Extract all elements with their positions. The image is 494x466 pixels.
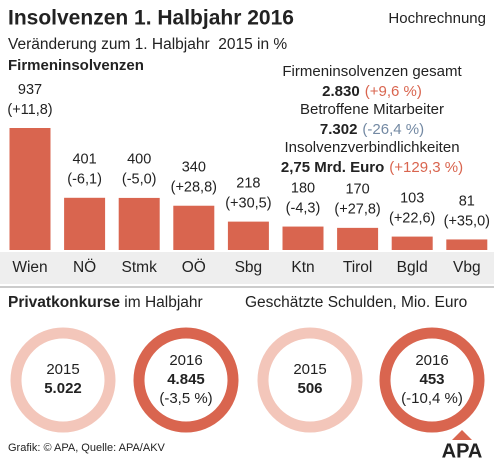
bar — [173, 205, 215, 250]
logo: APA — [442, 440, 483, 462]
value-label: 401 — [72, 152, 96, 168]
bar — [118, 197, 160, 250]
bar — [446, 239, 488, 250]
summary-value-line: 2.830 (+9,6 %) — [322, 83, 422, 100]
bar — [391, 236, 433, 250]
summary-value: 7.302 — [320, 121, 358, 138]
ring-value: 5.022 — [44, 380, 82, 397]
ring-value: 4.845 — [167, 371, 205, 388]
category-label: Vbg — [453, 259, 481, 276]
ring — [257, 327, 363, 433]
summary-change: (+129,3 %) — [389, 159, 463, 176]
summary-value: 2.830 — [322, 83, 360, 100]
bar — [282, 226, 324, 250]
ring-year: 2015 — [46, 361, 79, 378]
change-label: (-4,3) — [286, 200, 321, 216]
ring-value: 453 — [419, 371, 444, 388]
summary-label: Insolvenzverbindlichkeiten — [284, 139, 459, 156]
title: Insolvenzen 1. Halbjahr 2016 — [8, 7, 294, 30]
category-label: Wien — [12, 259, 47, 276]
summary-value-line: 7.302 (-26,4 %) — [320, 121, 424, 138]
ring-change: (-10,4 %) — [401, 390, 463, 407]
value-label: 170 — [345, 182, 369, 198]
category-band — [0, 252, 494, 284]
ring-value: 506 — [297, 380, 322, 397]
ring-change: (-3,5 %) — [159, 390, 212, 407]
section-title: Firmeninsolvenzen — [8, 57, 144, 74]
logo-mark — [452, 430, 472, 440]
private-title-rest: im Halbjahr — [120, 294, 203, 311]
category-label: Sbg — [235, 259, 263, 276]
bar — [337, 227, 379, 250]
value-label: 937 — [18, 82, 42, 98]
ring-year: 2015 — [293, 361, 326, 378]
summary-box — [262, 58, 494, 180]
bar — [227, 221, 269, 250]
category-label: OÖ — [182, 258, 206, 276]
note: Hochrechnung — [388, 10, 486, 27]
summary-value: 2,75 Mrd. Euro — [281, 159, 384, 176]
category-label: NÖ — [73, 258, 96, 276]
ring — [133, 327, 239, 433]
change-label: (+28,8) — [171, 180, 217, 196]
private-title-bold: Privatkonkurse — [8, 294, 120, 311]
bar — [64, 197, 106, 250]
summary-label: Betroffene Mitarbeiter — [300, 101, 444, 118]
ring-year: 2016 — [169, 352, 202, 369]
ring — [10, 327, 116, 433]
ring — [379, 327, 485, 433]
value-label: 103 — [400, 190, 424, 206]
bar — [9, 128, 51, 250]
change-label: (+11,8) — [7, 102, 52, 118]
change-label: (-5,0) — [122, 172, 157, 188]
summary-label: Firmeninsolvenzen gesamt — [282, 63, 462, 80]
change-label: (+30,5) — [225, 195, 271, 211]
ring-year: 2016 — [415, 352, 448, 369]
category-label: Tirol — [343, 259, 373, 276]
change-label: (+35,0) — [444, 213, 490, 229]
private-title: Privatkonkurse im Halbjahr — [8, 294, 203, 311]
category-label: Ktn — [291, 259, 314, 276]
source: Grafik: © APA, Quelle: APA/AKV — [8, 442, 166, 454]
value-label: 218 — [236, 175, 260, 191]
summary-change: (+9,6 %) — [365, 83, 422, 100]
summary-value-line: 2,75 Mrd. Euro (+129,3 %) — [281, 159, 463, 176]
value-label: 340 — [182, 160, 206, 176]
category-label: Bgld — [397, 259, 428, 276]
change-label: (+27,8) — [334, 202, 380, 218]
category-label: Stmk — [122, 259, 158, 276]
value-label: 400 — [127, 152, 151, 168]
change-label: (+22,6) — [389, 210, 435, 226]
value-label: 81 — [459, 193, 475, 209]
change-label: (-6,1) — [67, 172, 102, 188]
subtitle: Veränderung zum 1. Halbjahr 2015 in % — [8, 36, 287, 53]
debt-title: Geschätzte Schulden, Mio. Euro — [245, 294, 467, 311]
value-label: 180 — [291, 180, 315, 196]
summary-change: (-26,4 %) — [362, 121, 424, 138]
